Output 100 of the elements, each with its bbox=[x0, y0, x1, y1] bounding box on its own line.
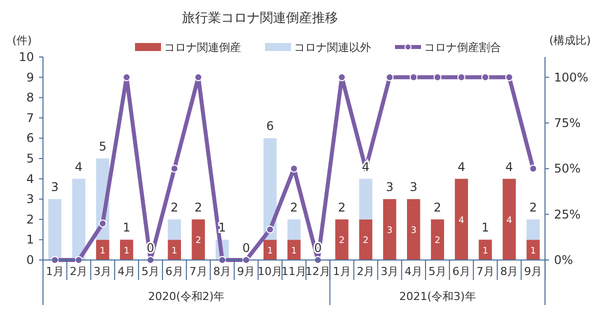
text: 2020(令和2)年 bbox=[148, 290, 225, 303]
total-label: 2 bbox=[529, 200, 537, 214]
data-label: 2 bbox=[434, 236, 440, 246]
legend-label: コロナ関連以外 bbox=[294, 41, 371, 54]
x-tick-label: 9月 bbox=[524, 265, 542, 278]
bar bbox=[264, 240, 277, 260]
bar bbox=[192, 219, 205, 260]
x-tick-label: 5月 bbox=[142, 265, 160, 278]
x-tick-label: 7月 bbox=[189, 265, 208, 278]
bar bbox=[359, 178, 372, 220]
bar bbox=[72, 178, 86, 260]
data-label: 2 bbox=[362, 236, 369, 246]
bar bbox=[287, 219, 301, 240]
bar bbox=[168, 240, 181, 260]
x-tick-label: 8月 bbox=[213, 265, 232, 278]
y-axis-title: (件) bbox=[12, 34, 32, 47]
data-label: 1 bbox=[267, 246, 273, 256]
bar bbox=[454, 178, 468, 260]
x-tick-label: 1月 bbox=[46, 265, 64, 278]
point bbox=[433, 73, 442, 82]
total-label: 2 bbox=[338, 200, 346, 214]
y2-tick-label: 0% bbox=[554, 253, 574, 267]
bar bbox=[430, 219, 444, 260]
x-tick-label: 1月 bbox=[332, 265, 351, 278]
total-label: 2 bbox=[434, 200, 442, 214]
y-tick-label: 4 bbox=[26, 172, 34, 186]
total-label: 3 bbox=[410, 180, 418, 194]
total-label: 4 bbox=[505, 160, 514, 174]
x-tick-label: 3月 bbox=[94, 265, 112, 278]
point bbox=[481, 73, 490, 82]
x-tick-label: 6月 bbox=[165, 265, 184, 278]
total-label: 3 bbox=[386, 180, 394, 194]
total-label: 0 bbox=[242, 241, 250, 255]
total-label: 1 bbox=[218, 220, 226, 235]
total-label: 2 bbox=[170, 200, 178, 214]
data-label: 2 bbox=[338, 236, 345, 246]
point bbox=[290, 164, 298, 173]
bar bbox=[526, 240, 540, 260]
y2-tick-label: 75% bbox=[554, 116, 581, 130]
data-label: 3 bbox=[386, 226, 393, 236]
bar bbox=[526, 219, 540, 240]
y2-tick-label: 100% bbox=[554, 70, 588, 84]
y2-tick-label: 25% bbox=[554, 207, 581, 222]
bar bbox=[120, 240, 134, 260]
y-tick-label: 9 bbox=[26, 70, 34, 84]
y-tick-label: 2 bbox=[26, 212, 34, 226]
y-tick-label: 10 bbox=[18, 50, 34, 64]
point bbox=[529, 164, 538, 173]
point bbox=[386, 73, 394, 82]
bar bbox=[48, 199, 62, 260]
data-label: 2 bbox=[195, 236, 202, 246]
x-tick-label: 5月 bbox=[428, 265, 446, 278]
data-label: 1 bbox=[100, 246, 106, 256]
total-label: 6 bbox=[266, 119, 274, 134]
x-tick-label: 4月 bbox=[404, 265, 423, 278]
x-tick-label: 9月 bbox=[237, 265, 256, 278]
x-tick-label: 7月 bbox=[476, 265, 494, 278]
data-label: 4 bbox=[506, 216, 512, 226]
total-label: 3 bbox=[51, 180, 59, 194]
legend-label: コロナ倒産割合 bbox=[424, 41, 501, 54]
point bbox=[122, 73, 131, 82]
bar bbox=[478, 240, 492, 260]
x-tick-label: 2月 bbox=[356, 265, 375, 278]
point bbox=[98, 219, 107, 228]
legend-label: コロナ関連倒産 bbox=[164, 41, 241, 54]
x-tick-label: 2月 bbox=[70, 265, 88, 278]
data-label: 4 bbox=[458, 216, 465, 226]
bar bbox=[96, 240, 110, 260]
total-label: 4 bbox=[458, 160, 466, 174]
point bbox=[170, 164, 178, 173]
data-label: 1 bbox=[124, 246, 130, 256]
y-tick-label: 0 bbox=[26, 253, 34, 267]
y-tick-label: 6 bbox=[26, 131, 34, 146]
x-tick-label: 11月 bbox=[282, 265, 306, 278]
bar bbox=[335, 219, 348, 260]
x-tick-label: 8月 bbox=[500, 265, 518, 278]
bar bbox=[502, 178, 516, 260]
y-tick-label: 5 bbox=[26, 152, 34, 166]
x-tick-label: 10月 bbox=[258, 265, 283, 278]
total-label: 0 bbox=[314, 241, 322, 255]
data-label: 1 bbox=[482, 246, 488, 256]
data-label: 1 bbox=[291, 246, 297, 256]
x-tick-label: 3月 bbox=[380, 265, 399, 278]
data-label: 1 bbox=[172, 246, 178, 256]
total-label: 2 bbox=[290, 200, 298, 214]
point bbox=[338, 73, 346, 82]
point bbox=[194, 73, 202, 82]
x-tick-label: 4月 bbox=[118, 265, 136, 278]
point bbox=[410, 73, 418, 82]
total-label: 1 bbox=[482, 220, 490, 235]
x-tick-label: 6月 bbox=[452, 265, 470, 278]
bar bbox=[287, 240, 301, 260]
y-tick-label: 8 bbox=[26, 90, 34, 105]
bar bbox=[168, 219, 181, 240]
point bbox=[266, 225, 274, 234]
total-label: 0 bbox=[146, 241, 154, 255]
y2-axis-title: (構成比) bbox=[549, 34, 591, 47]
y-tick-label: 1 bbox=[26, 232, 34, 247]
point bbox=[505, 73, 514, 82]
data-label: 1 bbox=[530, 246, 536, 256]
